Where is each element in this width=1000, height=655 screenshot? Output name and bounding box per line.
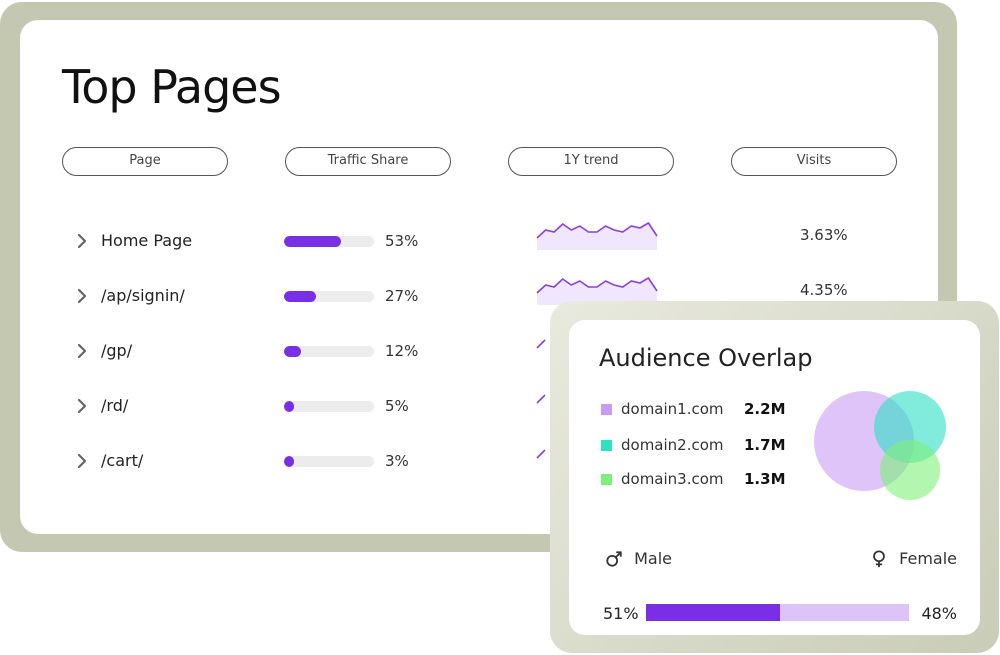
legend-item-domain1[interactable]: domain1.com 2.2M [601, 400, 791, 420]
top-pages-frame: Top Pages Page Traffic Share 1Y trend Vi… [0, 2, 957, 552]
traffic-share-value: 53% [385, 232, 419, 250]
traffic-share-fill [284, 291, 316, 302]
traffic-share-value: 12% [385, 342, 419, 360]
page-name[interactable]: /ap/signin/ [101, 286, 185, 305]
legend-item-domain3[interactable]: domain3.com 1.3M [601, 470, 791, 490]
chevron-right-icon[interactable] [75, 453, 89, 469]
legend-domain-value: 1.7M [744, 436, 786, 454]
trend-sparkline [536, 221, 658, 250]
page-title: Top Pages [62, 60, 282, 114]
legend-domain-value: 2.2M [744, 400, 786, 418]
venn-diagram [814, 391, 946, 500]
legend-swatch [601, 404, 612, 415]
audience-overlap-title: Audience Overlap [599, 344, 813, 372]
venn-circle-domain3 [880, 440, 940, 500]
legend-domain-name: domain1.com [621, 400, 724, 418]
table-row[interactable]: Home Page 53% 3.63% [20, 221, 938, 256]
traffic-share-value: 3% [385, 452, 409, 470]
traffic-share-fill [284, 236, 341, 247]
table-row[interactable]: /cart/3% [20, 446, 938, 476]
male-share-fill [646, 604, 781, 621]
trend-line [536, 276, 658, 294]
trend-line [536, 339, 546, 349]
visits-value: 3.63% [800, 226, 848, 244]
audience-overlap-card: Audience Overlap domain1.com 2.2M domain… [569, 320, 980, 635]
female-label: Female [899, 549, 957, 568]
traffic-share-bar [284, 346, 374, 357]
female-symbol-icon [873, 549, 885, 567]
visits-value: 4.35% [800, 281, 848, 299]
legend-domain-value: 1.3M [744, 470, 786, 488]
traffic-share-fill [284, 456, 294, 467]
chevron-right-icon[interactable] [75, 233, 89, 249]
column-header-traffic-share[interactable]: Traffic Share [285, 147, 451, 176]
column-header-visits[interactable]: Visits [731, 147, 897, 176]
traffic-share-bar [284, 236, 374, 247]
female-label-group: Female [870, 548, 957, 570]
page-name[interactable]: /rd/ [101, 396, 129, 415]
page-name[interactable]: Home Page [101, 231, 193, 250]
table-row[interactable]: /ap/signin/27% 4.35% [20, 276, 938, 311]
traffic-share-bar [284, 456, 374, 467]
trend-sparkline [536, 276, 658, 305]
chevron-right-icon[interactable] [75, 288, 89, 304]
chevron-right-icon[interactable] [75, 343, 89, 359]
column-header-page[interactable]: Page [62, 147, 228, 176]
trend-sparkline [536, 449, 546, 459]
traffic-share-value: 27% [385, 287, 419, 305]
traffic-share-fill [284, 401, 294, 412]
legend-swatch [601, 440, 612, 451]
male-label: Male [634, 549, 672, 568]
audience-overlap-frame: Audience Overlap domain1.com 2.2M domain… [550, 301, 999, 653]
legend-item-domain2[interactable]: domain2.com 1.7M [601, 436, 791, 456]
table-row[interactable]: /rd/5% [20, 391, 938, 421]
column-header-1y-trend[interactable]: 1Y trend [508, 147, 674, 176]
legend-domain-name: domain3.com [621, 470, 724, 488]
trend-sparkline [536, 339, 546, 349]
trend-sparkline [536, 394, 546, 404]
male-symbol-icon [606, 550, 622, 567]
male-percentage: 51% [603, 604, 639, 623]
trend-line [536, 221, 658, 239]
traffic-share-bar [284, 401, 374, 412]
traffic-share-fill [284, 346, 302, 357]
traffic-share-bar [284, 291, 374, 302]
trend-line [536, 449, 546, 459]
table-row[interactable]: /gp/12% [20, 336, 938, 366]
traffic-share-value: 5% [385, 397, 409, 415]
trend-line [536, 394, 546, 404]
legend-swatch [601, 474, 612, 485]
venn-circle-domain2 [874, 391, 946, 463]
male-label-group: Male [605, 548, 672, 570]
legend-domain-name: domain2.com [621, 436, 724, 454]
chevron-right-icon[interactable] [75, 398, 89, 414]
page-name[interactable]: /gp/ [101, 341, 133, 360]
page-name[interactable]: /cart/ [101, 451, 144, 470]
gender-split-bar [646, 604, 909, 621]
female-percentage: 48% [921, 604, 957, 623]
